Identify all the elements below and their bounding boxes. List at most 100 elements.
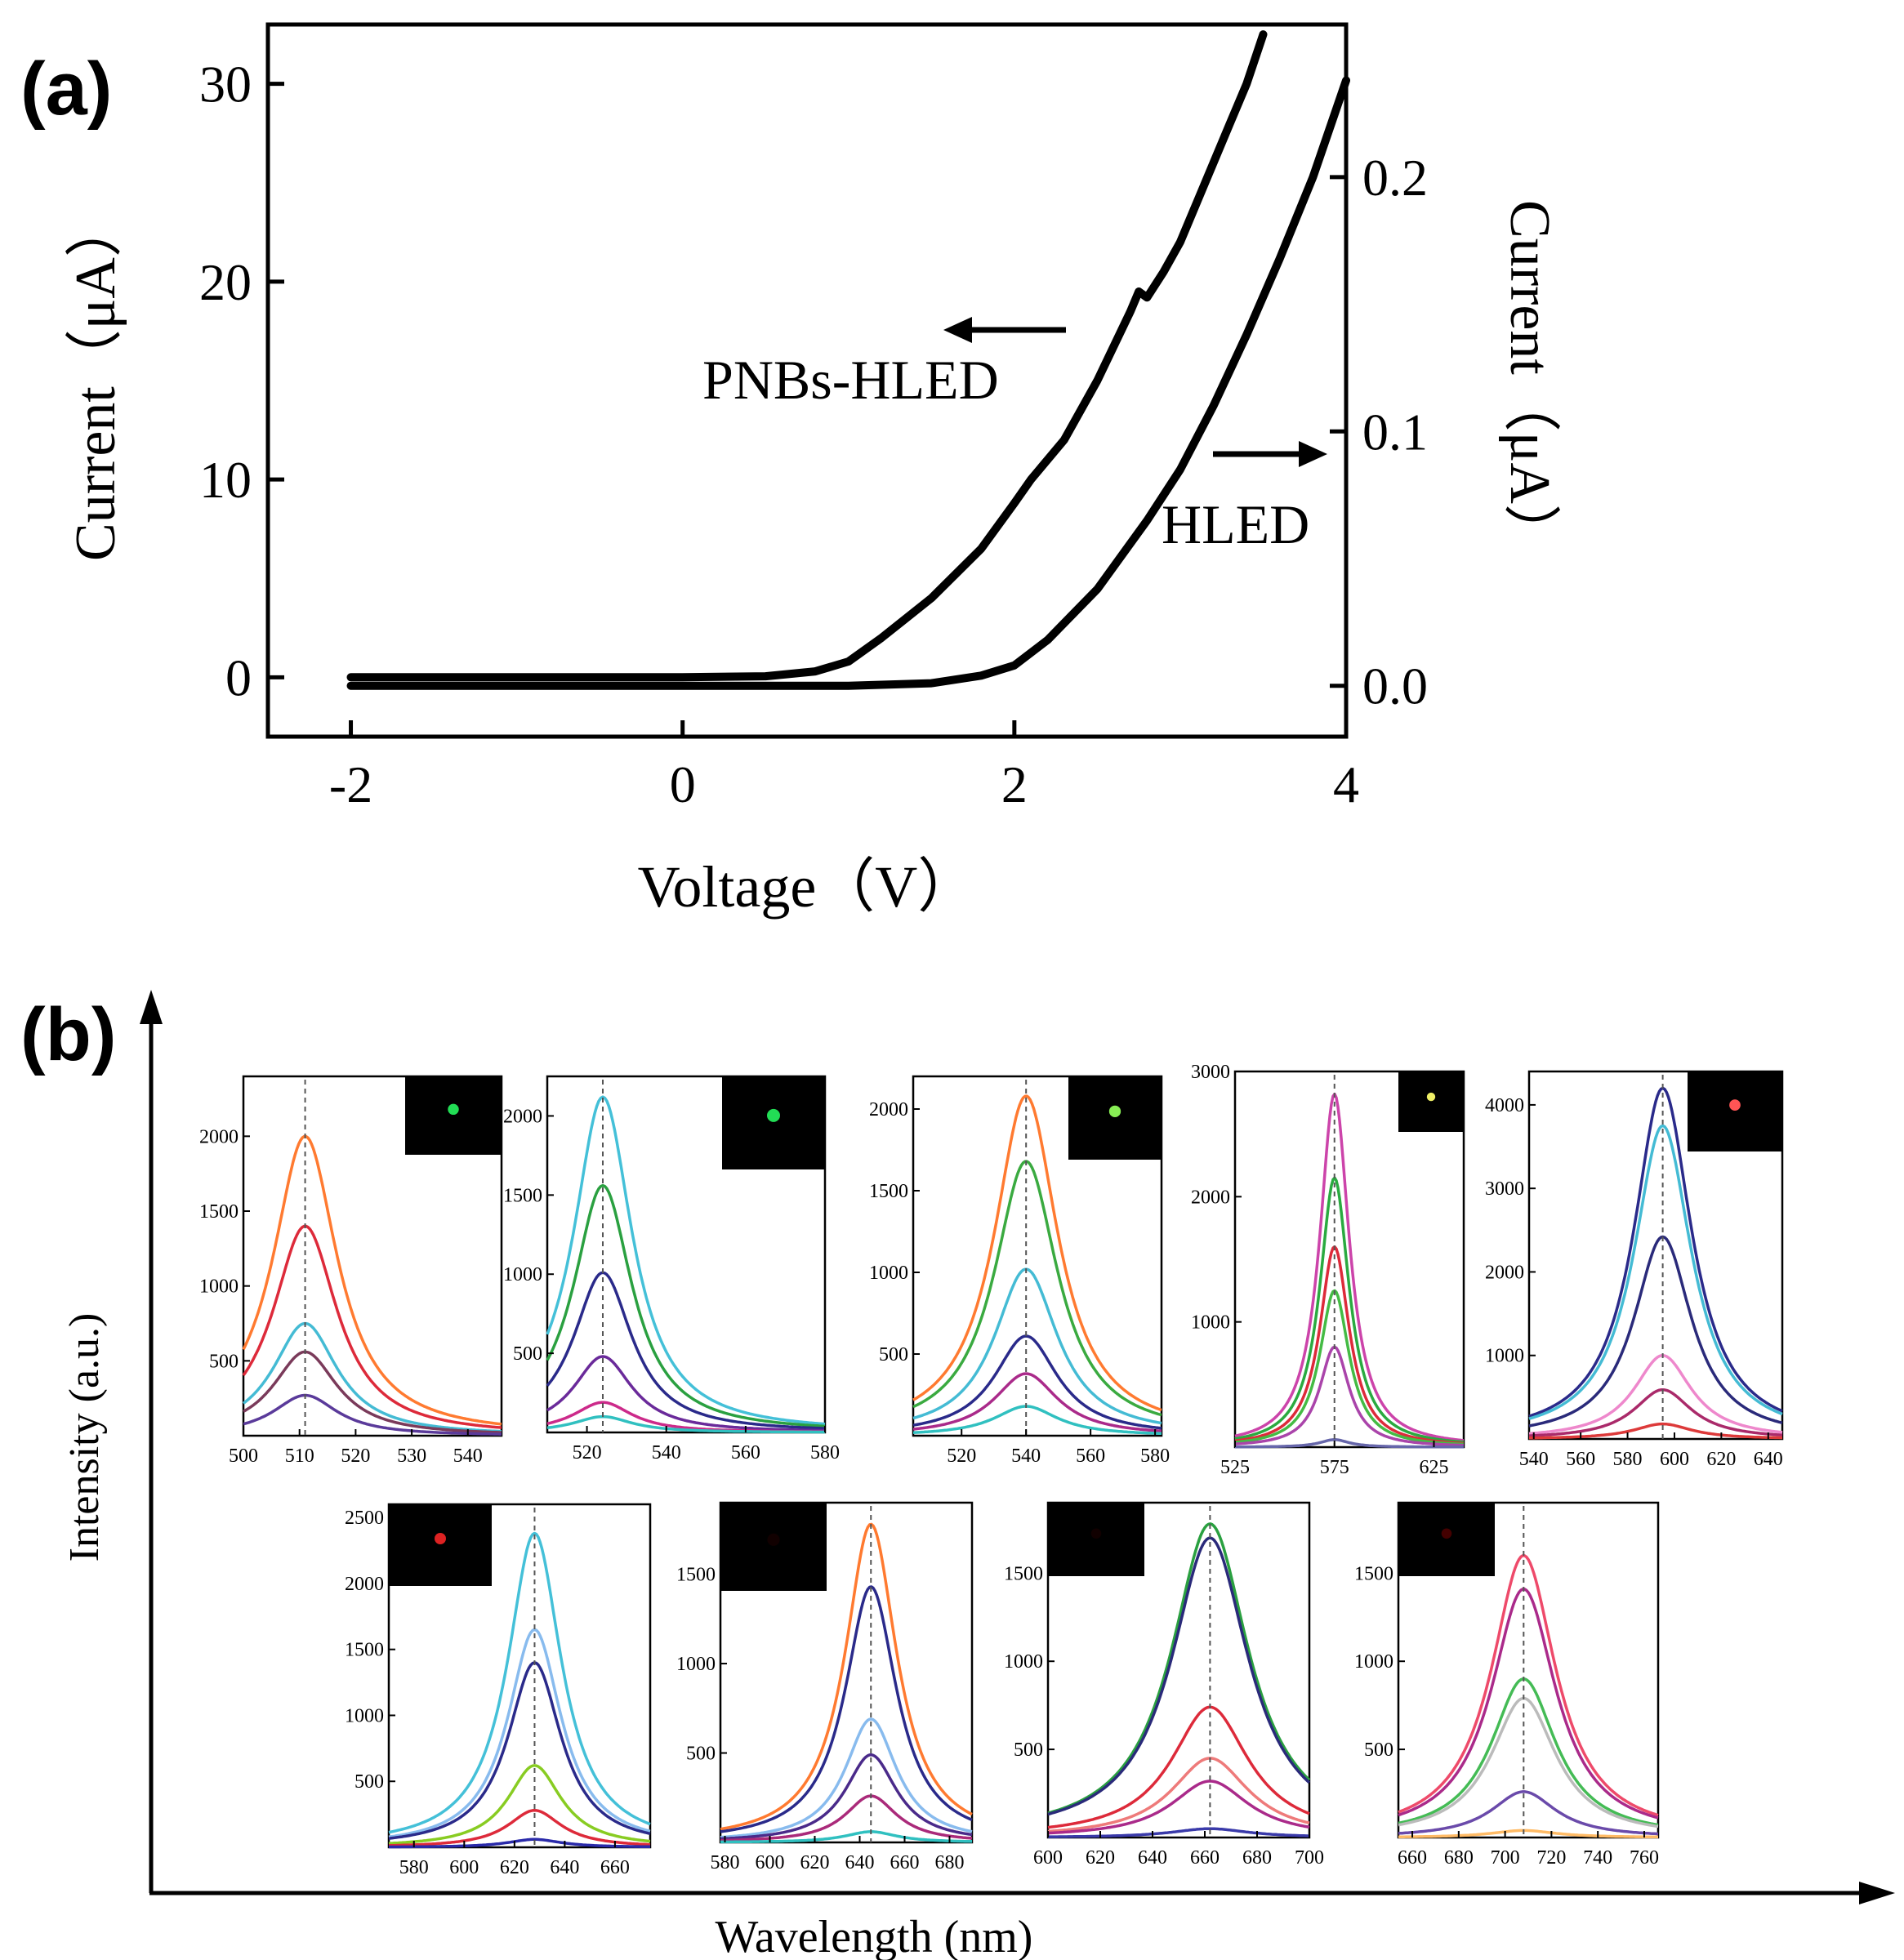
intensity-axis bbox=[140, 990, 163, 1893]
y-tick-label: 1500 bbox=[503, 1185, 542, 1206]
spectrum-line bbox=[912, 1372, 1162, 1433]
spectrum-line bbox=[912, 1405, 1162, 1436]
emission-inset-image bbox=[1688, 1071, 1782, 1152]
y-tick-label: 1000 bbox=[869, 1263, 908, 1284]
x-tick-label: 700 bbox=[1295, 1847, 1324, 1869]
emission-inset-image bbox=[1398, 1503, 1495, 1576]
spectrum-line bbox=[1234, 1345, 1465, 1447]
spectrum-subplot-4: 525 575 625 1000 2000 3000 bbox=[1191, 1062, 1465, 1478]
wavelength-axis bbox=[149, 1882, 1895, 1904]
x-tick-label: 660 bbox=[1398, 1847, 1427, 1869]
x-tick-label: 520 bbox=[341, 1446, 370, 1467]
spectrum-line bbox=[1528, 1388, 1783, 1437]
x-tick-label: 740 bbox=[1583, 1847, 1612, 1869]
series-line-pnbs-hled bbox=[346, 30, 1268, 682]
spectrum-line bbox=[546, 1271, 826, 1430]
emission-spot bbox=[448, 1103, 459, 1116]
y-tick-label: 1000 bbox=[1485, 1346, 1524, 1367]
y2-tick-label: 0.2 bbox=[1362, 149, 1428, 207]
x-tick-label: 720 bbox=[1536, 1847, 1566, 1869]
spectrum-line bbox=[388, 1661, 651, 1840]
iv-chart: -2 0 2 4 0 10 20 30 0.0 0.1 0.2 bbox=[199, 22, 1428, 813]
y-tick-label: 500 bbox=[354, 1771, 384, 1793]
spectrum-line bbox=[546, 1355, 826, 1432]
spectrum-line bbox=[1398, 1829, 1658, 1839]
spectrum-line bbox=[1398, 1696, 1659, 1829]
spectrum-line bbox=[388, 1531, 651, 1834]
spectrum-line bbox=[1529, 1422, 1782, 1440]
spectrum-line bbox=[1398, 1790, 1659, 1836]
spectrum-line bbox=[912, 1094, 1162, 1412]
iv-series bbox=[346, 30, 1350, 690]
emission-inset-image bbox=[1068, 1076, 1162, 1160]
x-tick-label: 760 bbox=[1630, 1847, 1659, 1869]
spectrum-line bbox=[1234, 1176, 1465, 1444]
spectrum-line bbox=[720, 1522, 973, 1831]
spectrum-line bbox=[242, 1321, 502, 1433]
spectrum-line bbox=[1047, 1757, 1310, 1833]
spectrum-line bbox=[1047, 1522, 1311, 1815]
x-tick-label: 575 bbox=[1320, 1457, 1349, 1478]
spectrum-line bbox=[1047, 1827, 1309, 1838]
spectrum-line bbox=[388, 1764, 651, 1845]
spectrum-line bbox=[720, 1753, 973, 1841]
spectrum-line bbox=[912, 1334, 1162, 1430]
x-tick-label: 660 bbox=[600, 1857, 630, 1878]
y-tick-label: 10 bbox=[199, 451, 252, 509]
spectrum-line bbox=[1398, 1677, 1659, 1827]
iv-y2-ticks: 0.0 0.1 0.2 bbox=[1330, 149, 1428, 715]
emission-spot bbox=[1426, 1092, 1436, 1102]
y-tick-label: 1500 bbox=[345, 1640, 384, 1661]
spectrum-line bbox=[720, 1585, 973, 1833]
y-tick-label: 1500 bbox=[199, 1201, 239, 1223]
spectrum-line bbox=[243, 1350, 502, 1434]
y-tick-label: 2000 bbox=[503, 1106, 542, 1127]
x-tick-label: 540 bbox=[652, 1442, 681, 1463]
x-tick-label: 580 bbox=[399, 1857, 429, 1878]
x-tick-label: 600 bbox=[756, 1852, 785, 1873]
emission-inset-image bbox=[405, 1076, 502, 1155]
x-tick-label: 510 bbox=[285, 1446, 314, 1467]
iv-y2-axis-label: Current（μA） bbox=[1498, 200, 1561, 561]
x-tick-label: 680 bbox=[935, 1852, 965, 1873]
hled-annotation: HLED bbox=[1162, 493, 1309, 555]
iv-plot-frame bbox=[265, 22, 1349, 739]
spectrum-line bbox=[1234, 1289, 1465, 1446]
emission-spot bbox=[1090, 1528, 1102, 1539]
pnbs-hled-annotation: PNBs-HLED bbox=[702, 349, 999, 411]
y-tick-label: 2000 bbox=[869, 1099, 908, 1120]
x-tick-label: 540 bbox=[453, 1446, 483, 1467]
x-tick-label: 580 bbox=[1140, 1446, 1170, 1467]
x-tick-label: 600 bbox=[449, 1857, 479, 1878]
spectrum-subplot-9: 660 680 700 720 740 760 500 1000 1500 bbox=[1354, 1501, 1660, 1869]
iv-x-axis-label: Voltage（V） bbox=[638, 854, 977, 920]
spectrum-line bbox=[242, 1134, 502, 1426]
y-tick-label: 500 bbox=[1014, 1740, 1043, 1761]
x-tick-label: 660 bbox=[890, 1852, 920, 1873]
y-tick-label: 2000 bbox=[1485, 1262, 1524, 1283]
spectrum-line bbox=[388, 1628, 651, 1839]
y-tick-label: 1500 bbox=[676, 1565, 716, 1586]
spectrum-line bbox=[912, 1267, 1162, 1425]
x-tick-label: 580 bbox=[810, 1442, 840, 1463]
y-tick-label: 2500 bbox=[345, 1508, 384, 1529]
x-tick-label: 560 bbox=[1076, 1446, 1105, 1467]
spectrum-line bbox=[546, 1183, 826, 1428]
x-tick-label: 640 bbox=[1138, 1847, 1167, 1869]
y-tick-label: 1000 bbox=[1191, 1312, 1230, 1334]
spectrum-line bbox=[720, 1717, 973, 1839]
y-tick-label: 500 bbox=[1364, 1740, 1393, 1761]
spectrum-subplot-7: 580 600 620 640 660 680 500 1000 1500 bbox=[676, 1501, 974, 1873]
y-tick-label: 500 bbox=[879, 1344, 908, 1365]
right-arrow-icon bbox=[1859, 1882, 1895, 1904]
x-tick-label: -2 bbox=[329, 755, 372, 813]
spectrum-line bbox=[546, 1414, 825, 1434]
panel-b-label: (b) bbox=[20, 993, 116, 1076]
x-tick-label: 620 bbox=[1706, 1449, 1736, 1470]
wavelength-axis-label: Wavelength (nm) bbox=[716, 1912, 1033, 1960]
x-tick-label: 620 bbox=[500, 1857, 529, 1878]
y-tick-label: 30 bbox=[199, 56, 252, 114]
spectrum-line bbox=[389, 1809, 651, 1847]
